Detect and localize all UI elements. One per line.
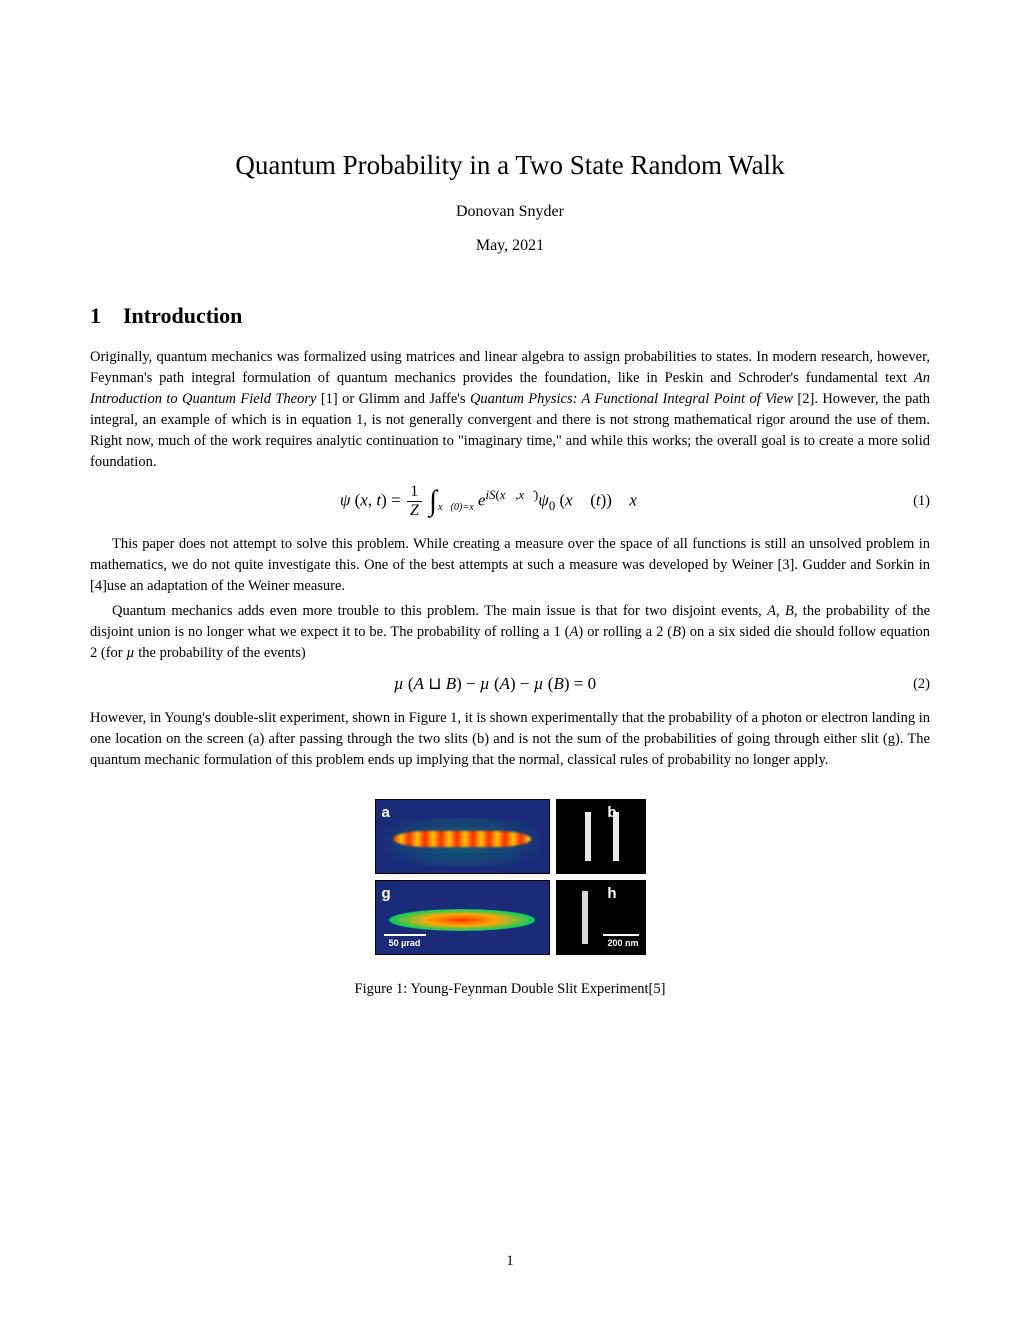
p1-text-b: [1] or Glimm and Jaffe's: [316, 391, 470, 407]
p1-text-a: Originally, quantum mechanics was formal…: [90, 349, 930, 386]
equation-2: µ (A ⊔ B) − µ (A) − µ (B) = 0: [90, 674, 900, 694]
panel-g: g 50 µrad: [375, 880, 550, 955]
p1-cite2: Quantum Physics: A Functional Integral P…: [470, 391, 793, 407]
scale-bar-right: 200 nm: [603, 934, 639, 948]
figure-caption: Figure 1: Young-Feynman Double Slit Expe…: [90, 981, 930, 998]
section-title: Introduction: [123, 303, 242, 328]
equation-2-row: µ (A ⊔ B) − µ (A) − µ (B) = 0 (2): [90, 674, 930, 694]
paragraph-3: Quantum mechanics adds even more trouble…: [90, 601, 930, 664]
panel-b-label: b: [607, 804, 616, 821]
panel-h-label: h: [607, 885, 616, 902]
panel-h: h 200 nm: [556, 880, 646, 955]
date: May, 2021: [90, 237, 930, 255]
panel-g-label: g: [382, 885, 391, 902]
panel-b: b: [556, 799, 646, 874]
section-heading: 1 Introduction: [90, 303, 930, 329]
figure-panels: a b g 50 µrad h 200: [375, 799, 646, 961]
paper-title: Quantum Probability in a Two State Rando…: [90, 150, 930, 181]
paragraph-2: This paper does not attempt to solve thi…: [90, 534, 930, 597]
paragraph-1: Originally, quantum mechanics was formal…: [90, 347, 930, 473]
scale-bar-left: 50 µrad: [384, 934, 426, 948]
equation-1-number: (1): [900, 493, 930, 510]
equation-2-number: (2): [900, 676, 930, 693]
p3-e: the probability of the events): [135, 645, 306, 661]
page-number: 1: [0, 1253, 1020, 1270]
panel-a: a: [375, 799, 550, 874]
panel-row-top: a b: [375, 799, 646, 874]
paragraph-4: However, in Young's double-slit experime…: [90, 708, 930, 771]
panel-row-bottom: g 50 µrad h 200 nm: [375, 880, 646, 955]
p3-c: or rolling a: [583, 624, 656, 640]
panel-a-label: a: [382, 804, 390, 821]
scale-right-text: 200 nm: [607, 938, 638, 948]
p3-a: Quantum mechanics adds even more trouble…: [112, 603, 767, 619]
equation-1: ψ (x, t) = 1Z ∫x⃗(0)=x eiS(x⃗,x⃗̇)ψ0 (x⃗…: [90, 483, 900, 520]
scale-left-text: 50 µrad: [389, 938, 421, 948]
equation-1-row: ψ (x, t) = 1Z ∫x⃗(0)=x eiS(x⃗,x⃗̇)ψ0 (x⃗…: [90, 483, 930, 520]
author: Donovan Snyder: [90, 203, 930, 221]
figure-1: a b g 50 µrad h 200: [90, 799, 930, 998]
section-number: 1: [90, 303, 101, 329]
